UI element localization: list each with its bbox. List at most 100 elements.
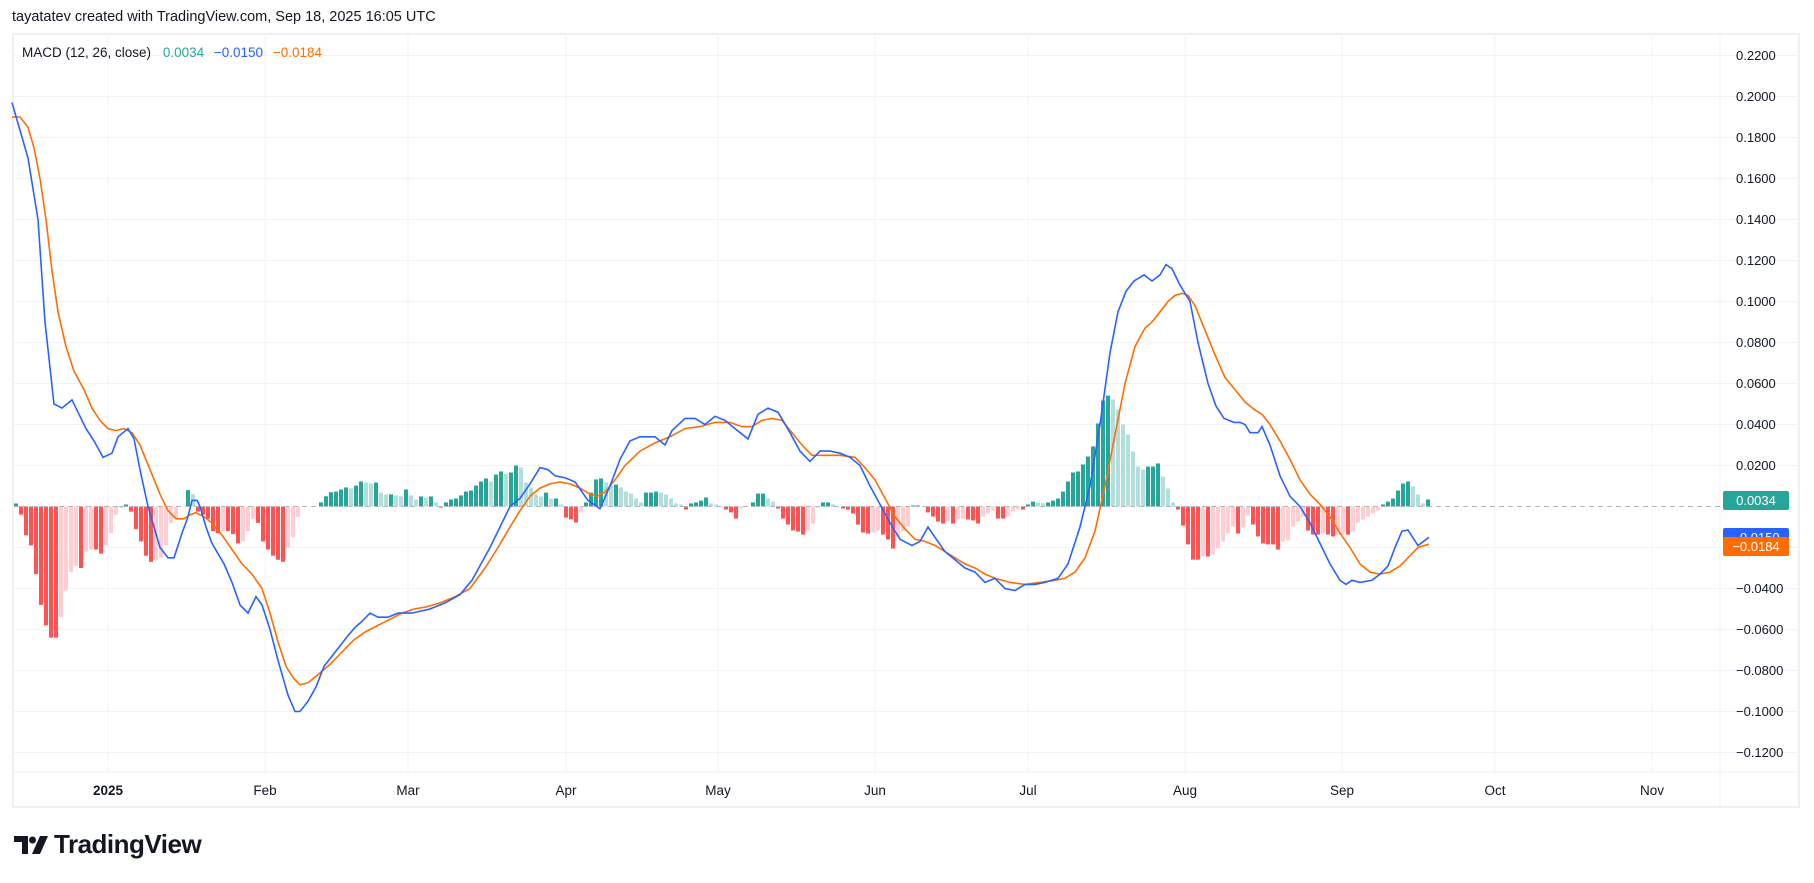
histogram-bar bbox=[159, 506, 163, 558]
histogram-bar bbox=[281, 506, 285, 562]
x-tick-label: Aug bbox=[1172, 783, 1198, 798]
y-tick-label: 0.2200 bbox=[1736, 47, 1776, 63]
histogram-bar bbox=[1026, 504, 1030, 507]
histogram-bar bbox=[231, 506, 235, 535]
histogram-bar bbox=[881, 506, 885, 535]
histogram-bar bbox=[851, 506, 855, 514]
histogram-bar bbox=[609, 485, 613, 507]
histogram-bar bbox=[1226, 506, 1230, 534]
histogram-bar bbox=[1271, 506, 1275, 545]
histogram-bar bbox=[916, 505, 920, 507]
histogram-bar bbox=[1351, 506, 1355, 532]
histogram-bar bbox=[464, 491, 468, 507]
histogram-bar bbox=[734, 506, 738, 519]
histogram-bar bbox=[629, 493, 633, 507]
histogram-bar bbox=[1031, 501, 1035, 507]
histogram-bar bbox=[469, 490, 473, 507]
histogram-bar bbox=[1376, 506, 1380, 511]
y-tick-label: 0.0200 bbox=[1736, 457, 1776, 473]
histogram-bar bbox=[246, 506, 250, 532]
histogram-bar bbox=[44, 506, 48, 626]
histogram-bar bbox=[1096, 423, 1100, 507]
histogram-bar bbox=[499, 471, 503, 507]
y-tick-label: 0.1400 bbox=[1736, 211, 1776, 227]
histogram-bar bbox=[324, 496, 328, 507]
histogram-bar bbox=[1281, 506, 1285, 542]
histogram-bar bbox=[1371, 506, 1375, 514]
chart-grid bbox=[14, 35, 1800, 806]
histogram-bar bbox=[1361, 506, 1365, 520]
histogram-bar bbox=[1426, 499, 1430, 507]
histogram-bar bbox=[1396, 490, 1400, 507]
histogram-bar bbox=[109, 506, 113, 534]
histogram-bar bbox=[674, 503, 678, 507]
histogram-bar bbox=[129, 506, 133, 512]
histogram-bar bbox=[494, 474, 498, 507]
histogram-bar bbox=[119, 506, 123, 508]
histogram-bar bbox=[589, 492, 593, 507]
histogram-bar bbox=[751, 502, 755, 507]
histogram-bar bbox=[1286, 506, 1290, 541]
signal-line bbox=[12, 116, 1430, 686]
histogram-bar bbox=[791, 506, 795, 531]
histogram-bar bbox=[84, 506, 88, 552]
histogram-bar bbox=[24, 506, 28, 536]
histogram-bar bbox=[821, 502, 825, 507]
histogram-bar bbox=[569, 506, 573, 520]
histogram-bar bbox=[369, 483, 373, 507]
histogram-bar bbox=[1086, 456, 1090, 507]
x-tick-label: Sep bbox=[1329, 783, 1355, 798]
histogram-bar bbox=[484, 478, 488, 507]
histogram-bar bbox=[1381, 504, 1385, 507]
histogram-bar bbox=[286, 506, 290, 548]
histogram-bar bbox=[94, 506, 98, 550]
histogram-bar bbox=[689, 503, 693, 507]
histogram-bar bbox=[1311, 506, 1315, 535]
histogram-bar bbox=[349, 488, 353, 507]
histogram-bar bbox=[454, 498, 458, 507]
histogram-bar bbox=[14, 503, 18, 507]
y-tick-label: 0.1800 bbox=[1736, 129, 1776, 145]
histogram-bar bbox=[364, 482, 368, 507]
histogram-bar bbox=[296, 506, 300, 517]
histogram-bar bbox=[59, 506, 63, 618]
histogram-bar bbox=[694, 502, 698, 507]
histogram-bar bbox=[1171, 502, 1175, 507]
histogram-bar bbox=[816, 506, 820, 508]
histogram-bar bbox=[669, 498, 673, 507]
histogram-bar bbox=[634, 498, 638, 507]
histogram-bar bbox=[1251, 506, 1255, 525]
histogram-bar bbox=[1056, 498, 1060, 507]
histogram-bar bbox=[1016, 506, 1020, 510]
histogram-bar bbox=[1346, 506, 1350, 535]
histogram-bar bbox=[79, 506, 83, 568]
histogram-bar bbox=[124, 504, 128, 507]
y-tick-label: 0.0400 bbox=[1736, 416, 1776, 432]
histogram-bar bbox=[1081, 464, 1085, 507]
histogram-bar bbox=[339, 489, 343, 507]
histogram-bar bbox=[644, 492, 648, 507]
histogram-bar bbox=[186, 490, 190, 507]
histogram-bar bbox=[1221, 506, 1225, 542]
y-tick-label: −0.0600 bbox=[1736, 621, 1784, 637]
histogram-bar bbox=[1021, 506, 1025, 510]
histogram-bar bbox=[574, 506, 578, 523]
histogram-bar bbox=[724, 506, 728, 510]
indicator-legend[interactable]: MACD (12, 26, close) 0.0034 −0.0150 −0.0… bbox=[22, 45, 328, 60]
histogram-bar bbox=[1051, 500, 1055, 507]
histogram-bar bbox=[886, 506, 890, 540]
y-tick-label: 0.1200 bbox=[1736, 252, 1776, 268]
histogram-bar bbox=[709, 503, 713, 507]
histogram-bar bbox=[1391, 498, 1395, 507]
histogram-bar bbox=[539, 496, 543, 507]
histogram-bar bbox=[404, 489, 408, 507]
histogram-bar bbox=[149, 506, 153, 562]
histogram-bar bbox=[1336, 506, 1340, 536]
histogram-bar bbox=[544, 492, 548, 507]
histogram-bar bbox=[1111, 399, 1115, 507]
histogram-bar bbox=[414, 499, 418, 507]
histogram-bar bbox=[1036, 502, 1040, 507]
histogram-bar bbox=[554, 498, 558, 507]
histogram-bar bbox=[811, 506, 815, 524]
